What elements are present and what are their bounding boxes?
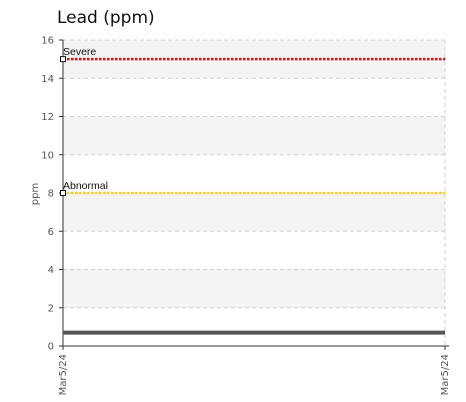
- band: [63, 116, 445, 155]
- band: [63, 231, 445, 270]
- y-ticks: 0 2 4 6 8 10 12 14 16: [41, 36, 54, 353]
- threshold-label: Severe: [63, 46, 96, 58]
- y-tick-label: 16: [41, 36, 54, 47]
- y-tick-label: 8: [48, 189, 54, 200]
- band: [63, 154, 445, 193]
- band: [63, 193, 445, 232]
- threshold-marker: [60, 190, 66, 196]
- y-tick-label: 2: [48, 303, 54, 314]
- y-axis-label: ppm: [30, 183, 41, 205]
- y-tick-label: 12: [41, 112, 54, 123]
- background-bands: [63, 40, 445, 346]
- y-tick-label: 4: [48, 265, 54, 276]
- x-tick-label: Mar5/24: [440, 354, 451, 395]
- y-tick-label: 14: [41, 74, 54, 85]
- y-tick-label: 0: [48, 342, 54, 353]
- y-tick-label: 10: [41, 150, 54, 161]
- band: [63, 307, 445, 346]
- threshold-marker: [60, 56, 66, 63]
- band: [63, 269, 445, 308]
- x-tick-label: Mar5/24: [58, 354, 69, 395]
- chart-title: Lead (ppm): [57, 8, 155, 28]
- band: [63, 78, 445, 117]
- threshold-lines: Severe Abnormal: [60, 46, 445, 196]
- threshold-label: Abnormal: [63, 180, 108, 192]
- x-ticks: Mar5/24 Mar5/24: [58, 354, 451, 395]
- y-tick-label: 6: [48, 227, 54, 238]
